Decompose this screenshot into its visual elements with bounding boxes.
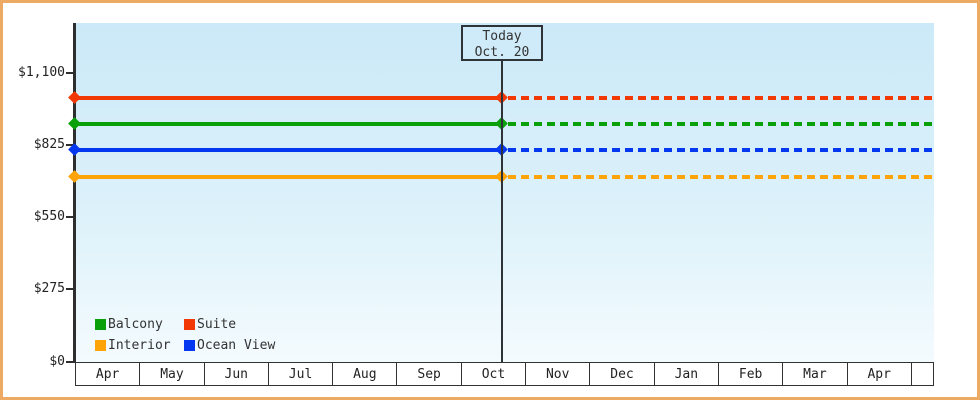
month-cell-feb: Feb bbox=[718, 363, 784, 385]
month-cell-jul: Jul bbox=[268, 363, 334, 385]
legend-item-ocean-view: Ocean View bbox=[184, 335, 275, 356]
series-line-balcony-solid bbox=[75, 122, 502, 126]
month-cell-apr: Apr bbox=[76, 363, 141, 385]
legend: Balcony Suite Interior Ocean View bbox=[95, 314, 275, 356]
series-line-ocean-view-dashed bbox=[508, 148, 934, 152]
y-tick-label: $275 bbox=[33, 281, 65, 297]
today-title: Today bbox=[482, 29, 522, 44]
y-tick-mark bbox=[66, 144, 74, 147]
month-cell-jun: Jun bbox=[204, 363, 269, 385]
series-line-suite-solid bbox=[75, 96, 502, 100]
series-line-suite-dashed bbox=[508, 96, 934, 100]
legend-label: Balcony bbox=[108, 317, 163, 332]
legend-item-interior: Interior bbox=[95, 335, 184, 356]
month-cell-nov: Nov bbox=[526, 363, 591, 385]
series-line-balcony-dashed bbox=[508, 122, 934, 126]
y-tick-label: $550 bbox=[33, 209, 65, 225]
legend-swatch-balcony bbox=[95, 319, 106, 330]
month-cell-aug: Aug bbox=[333, 363, 398, 385]
month-cell-oct: Oct bbox=[461, 363, 527, 385]
legend-label: Ocean View bbox=[197, 338, 276, 353]
plot-area bbox=[75, 23, 934, 362]
month-cell-mar: Mar bbox=[783, 363, 848, 385]
month-cell-dec: Dec bbox=[590, 363, 655, 385]
legend-swatch-ocean-view bbox=[184, 340, 195, 351]
series-line-interior-dashed bbox=[508, 175, 934, 179]
month-stub bbox=[911, 363, 933, 385]
month-cell-apr: Apr bbox=[847, 363, 912, 385]
x-axis-month-row: Apr May Jun Jul Aug Sep Oct Nov Dec Jan Feb Mar Apr bbox=[75, 362, 934, 386]
y-tick-mark bbox=[66, 216, 74, 219]
legend-item-balcony: Balcony bbox=[95, 314, 184, 335]
legend-swatch-suite bbox=[184, 319, 195, 330]
y-axis-line bbox=[73, 23, 76, 363]
month-cell-may: May bbox=[140, 363, 205, 385]
y-tick-mark bbox=[66, 288, 74, 291]
month-cell-jan: Jan bbox=[654, 363, 719, 385]
month-cell-sep: Sep bbox=[397, 363, 462, 385]
series-line-ocean-view-solid bbox=[75, 148, 502, 152]
series-line-interior-solid bbox=[75, 175, 502, 179]
legend-swatch-interior bbox=[95, 340, 106, 351]
y-tick-mark bbox=[66, 360, 74, 363]
legend-label: Interior bbox=[108, 338, 171, 353]
today-label-box: Today Oct. 20 bbox=[461, 25, 543, 61]
today-date: Oct. 20 bbox=[474, 45, 530, 60]
today-vertical-line bbox=[501, 59, 503, 362]
legend-label: Suite bbox=[197, 317, 237, 332]
y-tick-mark bbox=[66, 72, 74, 74]
legend-item-suite: Suite bbox=[184, 314, 275, 335]
y-tick-label: $1,100 bbox=[18, 65, 65, 80]
y-tick-label: $0 bbox=[49, 353, 65, 369]
y-tick-label: $825 bbox=[33, 137, 65, 153]
